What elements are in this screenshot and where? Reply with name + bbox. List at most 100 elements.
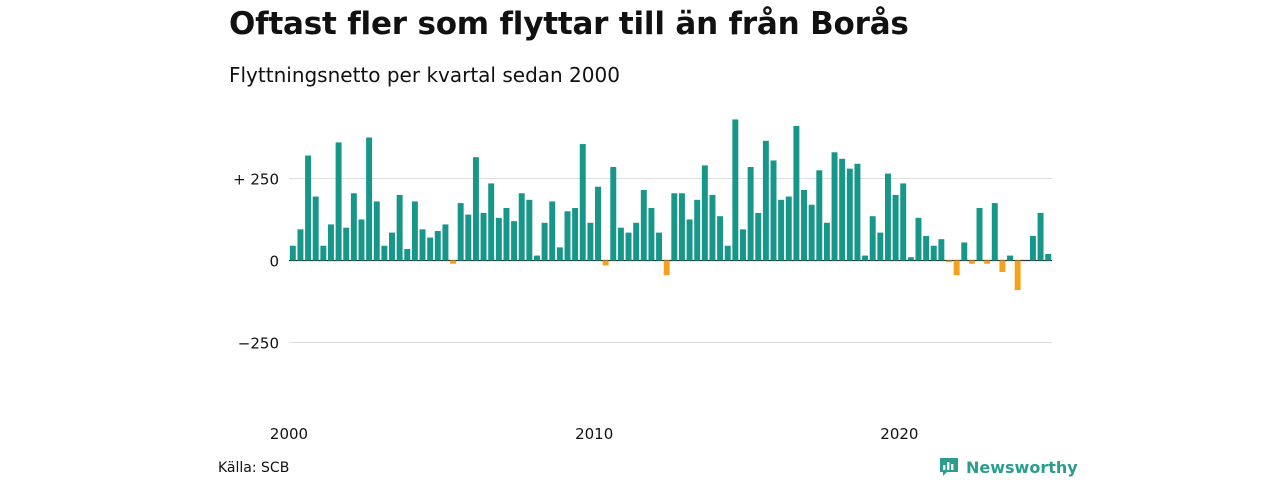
bar (549, 201, 556, 261)
bar (305, 155, 312, 261)
bar (419, 229, 426, 261)
bar (900, 183, 907, 261)
bar (831, 152, 838, 261)
bar (396, 194, 403, 261)
bar (427, 237, 434, 261)
bar (495, 217, 502, 261)
grid-lines (289, 178, 1052, 343)
bar (465, 214, 472, 261)
chart-subtitle: Flyttningsnetto per kvartal sedan 2000 (229, 63, 620, 87)
bar (701, 165, 708, 261)
bar (946, 260, 952, 263)
bar (663, 260, 670, 276)
bar (610, 167, 617, 261)
bar (1007, 255, 1014, 261)
bar (457, 203, 464, 261)
bar (732, 119, 739, 261)
bar (488, 183, 495, 261)
y-tick-label: + 250 (233, 171, 279, 189)
bar (823, 222, 830, 261)
x-tick-label: 2000 (270, 425, 308, 443)
bar (709, 194, 716, 261)
bar (862, 255, 869, 261)
bar (808, 204, 815, 261)
bar (793, 126, 800, 261)
bar (1029, 235, 1036, 261)
bar (617, 227, 624, 261)
bar (717, 216, 724, 261)
bar (1014, 260, 1021, 291)
bar (564, 211, 571, 261)
source-label: Källa: SCB (218, 460, 290, 476)
bar (671, 193, 678, 261)
bar (343, 227, 350, 261)
x-axis-ticks: 2000 2010 2020 (270, 425, 919, 443)
x-tick-label: 2020 (880, 425, 918, 443)
bar (373, 201, 380, 261)
bar (350, 193, 357, 261)
y-tick-label: 0 (269, 253, 279, 271)
bar (854, 163, 861, 261)
bar (633, 222, 640, 261)
bar (884, 173, 891, 261)
bar (327, 224, 334, 261)
bar (389, 232, 395, 261)
bar (358, 219, 365, 261)
bar (640, 189, 647, 261)
bar (572, 208, 579, 261)
bar (366, 137, 373, 261)
bar (518, 193, 525, 261)
bar (892, 194, 899, 261)
bar (907, 257, 914, 261)
chart-title: Oftast fler som flyttar till än från Bor… (229, 6, 909, 42)
bar (991, 203, 998, 261)
y-axis-ticks: + 250 0 −250 (233, 171, 279, 353)
bar (411, 201, 418, 261)
brand-name: Newsworthy (966, 457, 1078, 477)
bar (442, 224, 449, 261)
bar (297, 229, 304, 261)
bar (877, 232, 884, 261)
bar (915, 217, 922, 261)
bar (1045, 253, 1052, 261)
bar (686, 219, 693, 261)
bar (724, 245, 731, 261)
bar (678, 193, 685, 261)
bar (747, 167, 754, 261)
bar (503, 208, 510, 261)
bar (869, 216, 876, 261)
bar (999, 260, 1006, 272)
bar (694, 199, 701, 261)
bar (289, 245, 296, 261)
bar (579, 144, 586, 261)
bar-chart-logo-icon (940, 458, 958, 476)
y-tick-label: −250 (238, 335, 279, 353)
bars (289, 119, 1052, 291)
bar (648, 208, 655, 261)
bar (968, 260, 975, 264)
bar (450, 260, 457, 264)
bar (938, 239, 945, 261)
newsworthy-brand[interactable]: Newsworthy (938, 456, 1078, 478)
bar (770, 160, 777, 261)
bar (472, 157, 479, 261)
bar (976, 208, 983, 261)
bar (587, 222, 594, 261)
bar (961, 242, 968, 261)
bar (740, 229, 746, 261)
bar (656, 232, 663, 261)
bar (984, 260, 991, 264)
bar (762, 140, 769, 261)
bar (404, 249, 411, 261)
bar (312, 196, 319, 261)
bar (480, 212, 487, 261)
bar (778, 199, 785, 261)
bar (755, 212, 762, 261)
bar (526, 199, 533, 261)
bar (816, 170, 823, 261)
bar (846, 168, 853, 261)
bar (381, 245, 388, 261)
bar (602, 260, 609, 266)
x-tick-label: 2010 (575, 425, 613, 443)
bar (1037, 212, 1044, 261)
